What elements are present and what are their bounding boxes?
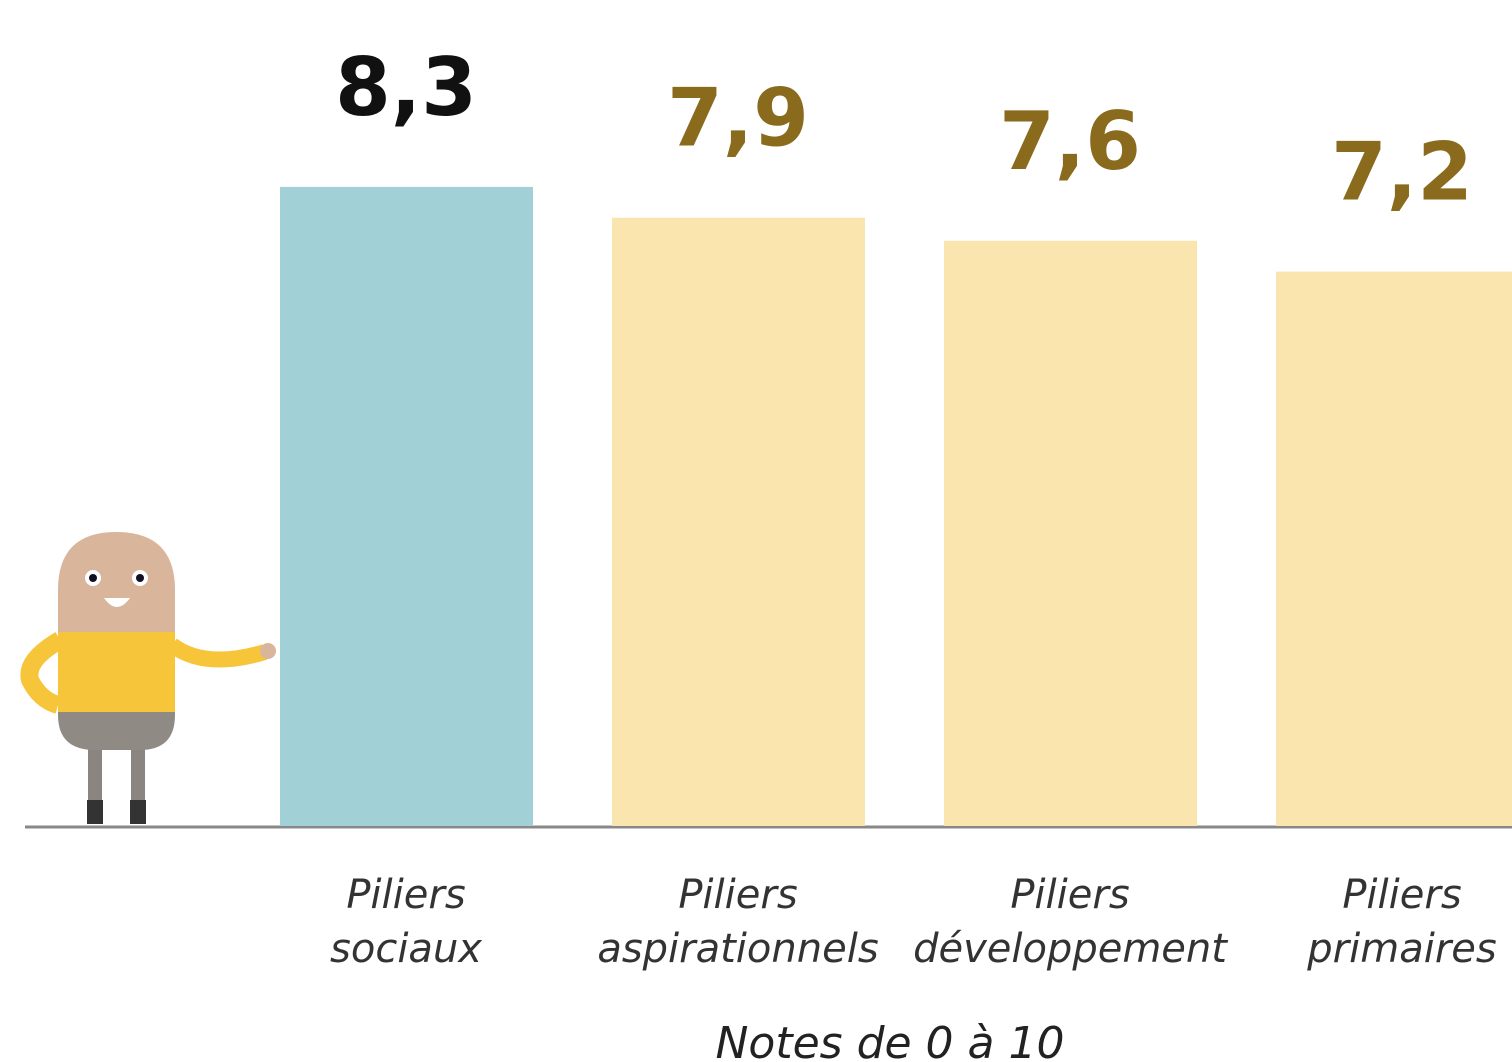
bar xyxy=(1276,272,1512,826)
bar xyxy=(612,218,865,826)
mascot xyxy=(29,532,276,824)
chart: Notes de 0 à 10 8,3 Pilierssociaux 7,9 Pili… xyxy=(0,0,1512,1062)
value-label: 7,2 xyxy=(1331,126,1473,219)
value-label: 7,6 xyxy=(999,95,1141,188)
bar xyxy=(280,187,533,826)
value-label: 7,9 xyxy=(667,72,809,165)
page: Notes de 0 à 10 8,3 Pilierssociaux 7,9 Pili… xyxy=(0,0,1512,1062)
x-axis-label: Notes de 0 à 10 xyxy=(716,1018,1065,1062)
bar xyxy=(944,241,1197,826)
value-label: 8,3 xyxy=(335,41,477,134)
